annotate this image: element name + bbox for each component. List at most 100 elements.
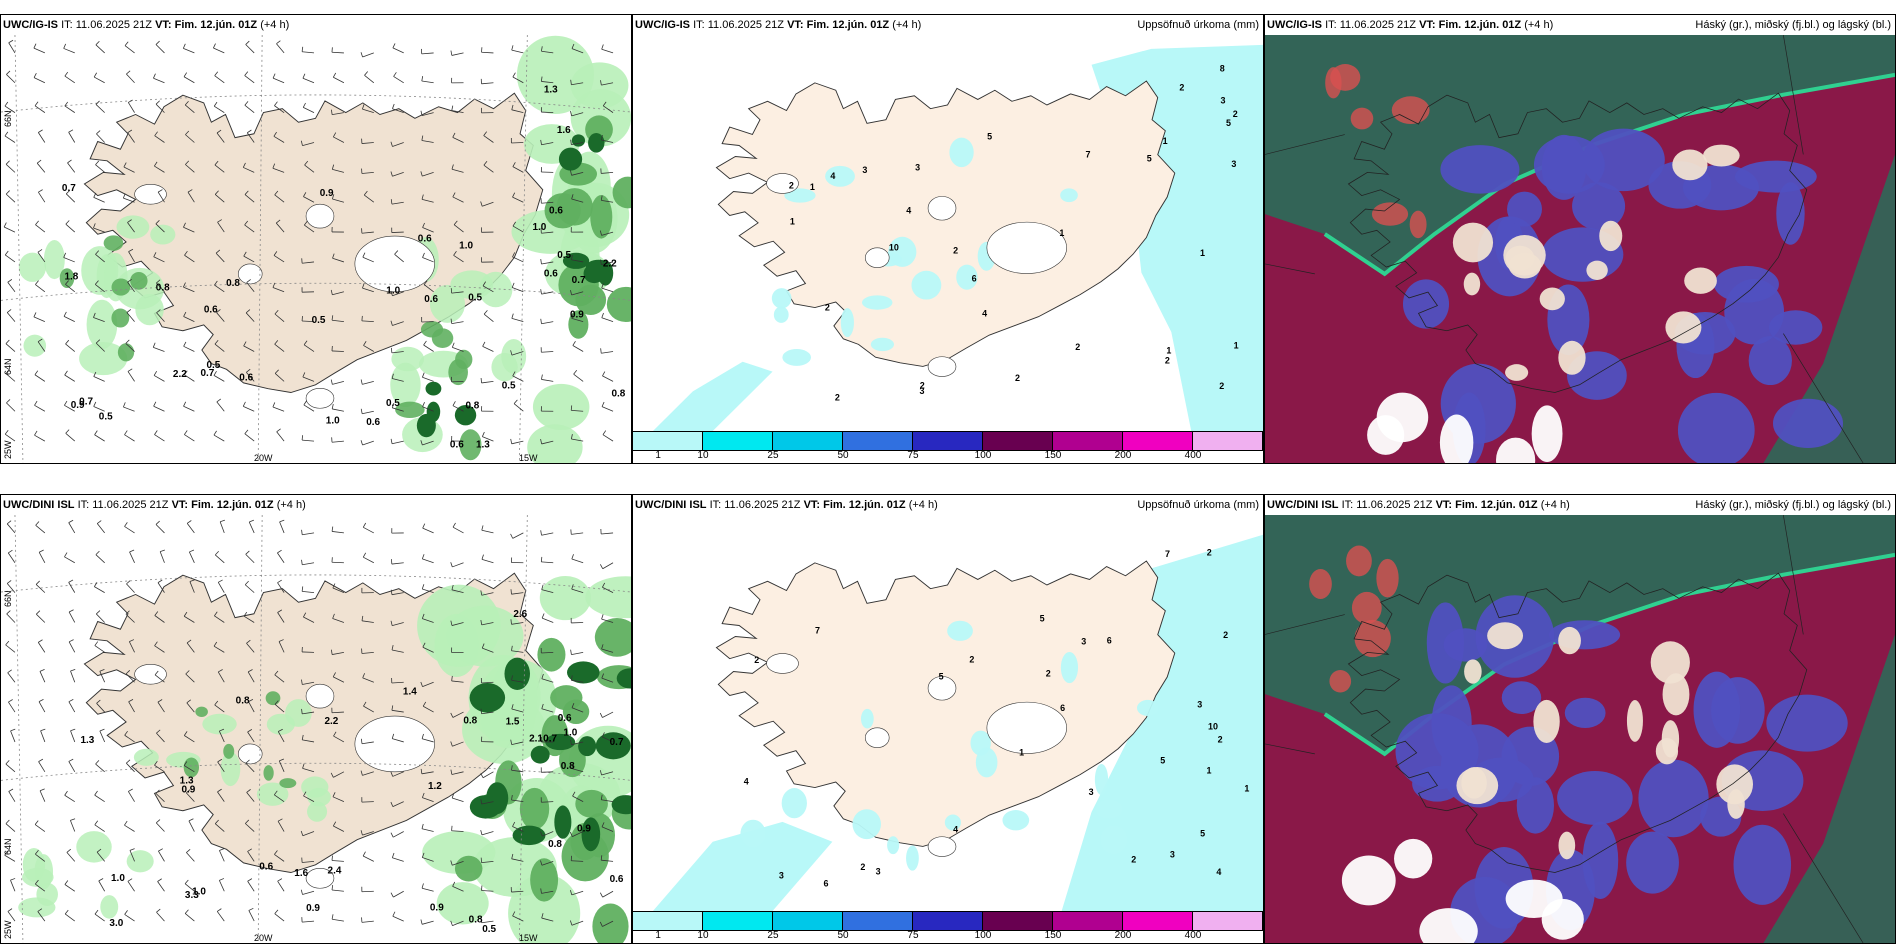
wind-barb-flag xyxy=(450,620,453,626)
wind-barb xyxy=(68,522,76,534)
panel-field-title: Háský (gr.), miðský (fj.bl.) og lágský (… xyxy=(1695,499,1891,511)
precip-value-label: 7 xyxy=(1085,150,1090,160)
wind-barb xyxy=(10,880,16,892)
wind-barb-flag xyxy=(278,639,284,642)
wind-barb xyxy=(278,641,285,653)
rain-area xyxy=(469,795,502,819)
wind-barb-flag xyxy=(184,250,188,256)
wind-barb-flag xyxy=(64,370,68,376)
precip-value-label: 2 xyxy=(1131,855,1136,865)
wind-barb xyxy=(571,317,584,323)
wind-barb-flag xyxy=(247,129,252,134)
wind-barb xyxy=(184,374,195,382)
wind-barb xyxy=(452,405,464,412)
wind-barb-flag xyxy=(99,669,105,672)
wind-barb xyxy=(391,649,404,653)
wind-barb xyxy=(601,618,614,623)
rain-area xyxy=(59,268,75,289)
wind-barb-flag xyxy=(155,789,160,794)
wind-barb-flag xyxy=(362,552,367,558)
precip-value-label: 4 xyxy=(982,309,987,319)
wind-barb xyxy=(6,402,16,412)
wind-barb-flag xyxy=(541,584,544,590)
wind-barb-flag xyxy=(122,193,126,199)
mid-cloud-area xyxy=(1501,681,1542,714)
wind-barb-flag xyxy=(450,50,453,56)
wind-barb-flag xyxy=(38,698,44,702)
wind-barb-flag xyxy=(127,279,132,283)
wind-barb xyxy=(183,405,195,412)
wind-barb-flag xyxy=(154,430,158,435)
wind-barb-flag xyxy=(569,889,573,895)
wind-barb-flag xyxy=(362,522,367,528)
wind-barb-flag xyxy=(392,911,396,917)
rain-value-label: 0.5 xyxy=(468,293,482,304)
wind-barb-flag xyxy=(452,522,456,528)
wind-barb-flag xyxy=(601,44,604,50)
precip-value-label: 2 xyxy=(1015,373,1020,383)
wind-barb xyxy=(4,135,16,143)
wind-barb-flag xyxy=(601,732,605,738)
wind-barb xyxy=(279,521,285,534)
wind-barb-flag xyxy=(214,700,219,706)
rain-area xyxy=(133,748,159,766)
legend-label: 25 xyxy=(767,450,779,461)
wind-barb xyxy=(157,881,165,892)
wind-barb xyxy=(7,552,16,564)
legend-label: 10 xyxy=(697,930,709,941)
rain-value-label: 0.5 xyxy=(312,315,326,326)
wind-barb-flag xyxy=(420,171,423,177)
wind-barb-flag xyxy=(184,430,188,435)
wind-barb-flag xyxy=(332,613,335,619)
wind-barb-flag xyxy=(421,613,425,619)
wind-barb xyxy=(541,111,554,114)
wind-barb-flag xyxy=(128,248,134,252)
rain-area xyxy=(86,299,118,350)
wind-barb-flag xyxy=(390,290,393,296)
glacier xyxy=(305,683,335,709)
wind-barb xyxy=(422,797,434,803)
wind-barb xyxy=(451,771,464,775)
wind-barb xyxy=(94,913,105,922)
rain-area xyxy=(126,850,154,873)
rain-area xyxy=(150,224,176,245)
wind-barb xyxy=(511,318,524,323)
precip-area xyxy=(947,620,973,641)
wind-barb xyxy=(6,523,16,534)
wind-barb xyxy=(601,532,614,535)
wind-barb xyxy=(364,194,375,203)
wind-barb-flag xyxy=(570,739,572,745)
panel-precip-bottom: UWC/DINI ISL IT: 11.06.2025 21Z VT: Fim.… xyxy=(632,494,1264,944)
wind-barb xyxy=(601,231,614,236)
wind-barb xyxy=(159,551,165,563)
wind-barb-flag xyxy=(126,309,132,313)
wind-barb-flag xyxy=(599,892,604,898)
wind-barb-flag xyxy=(246,368,251,373)
precip-value-label: 1 xyxy=(1207,766,1212,776)
wind-barb xyxy=(5,164,16,173)
wind-barb-flag xyxy=(7,669,12,674)
rain-value-label: 0.9 xyxy=(577,824,591,835)
wind-barb xyxy=(277,612,285,623)
wind-barb xyxy=(183,345,195,352)
legend-label: 100 xyxy=(974,930,992,941)
wind-barb-flag xyxy=(35,220,39,225)
lon-label-15w: 15W xyxy=(519,933,538,943)
wind-barb-flag xyxy=(6,70,11,75)
graticule xyxy=(1265,515,1864,943)
wind-barb-flag xyxy=(274,340,279,345)
wind-barb-flag xyxy=(420,919,423,925)
wind-barb-flag xyxy=(303,220,308,226)
wind-barb-flag xyxy=(244,220,249,226)
wind-barb xyxy=(184,104,195,113)
wind-barb-flag xyxy=(571,763,574,769)
wind-barb xyxy=(34,105,46,113)
wind-barb xyxy=(421,140,434,143)
wind-barb xyxy=(421,828,434,832)
wind-barb-flag xyxy=(68,519,74,523)
wind-barb-flag xyxy=(391,373,394,379)
wind-barb-flag xyxy=(33,43,37,49)
wind-barb-flag xyxy=(124,820,128,826)
wind-barb xyxy=(571,920,584,926)
clear-area xyxy=(1533,699,1560,744)
